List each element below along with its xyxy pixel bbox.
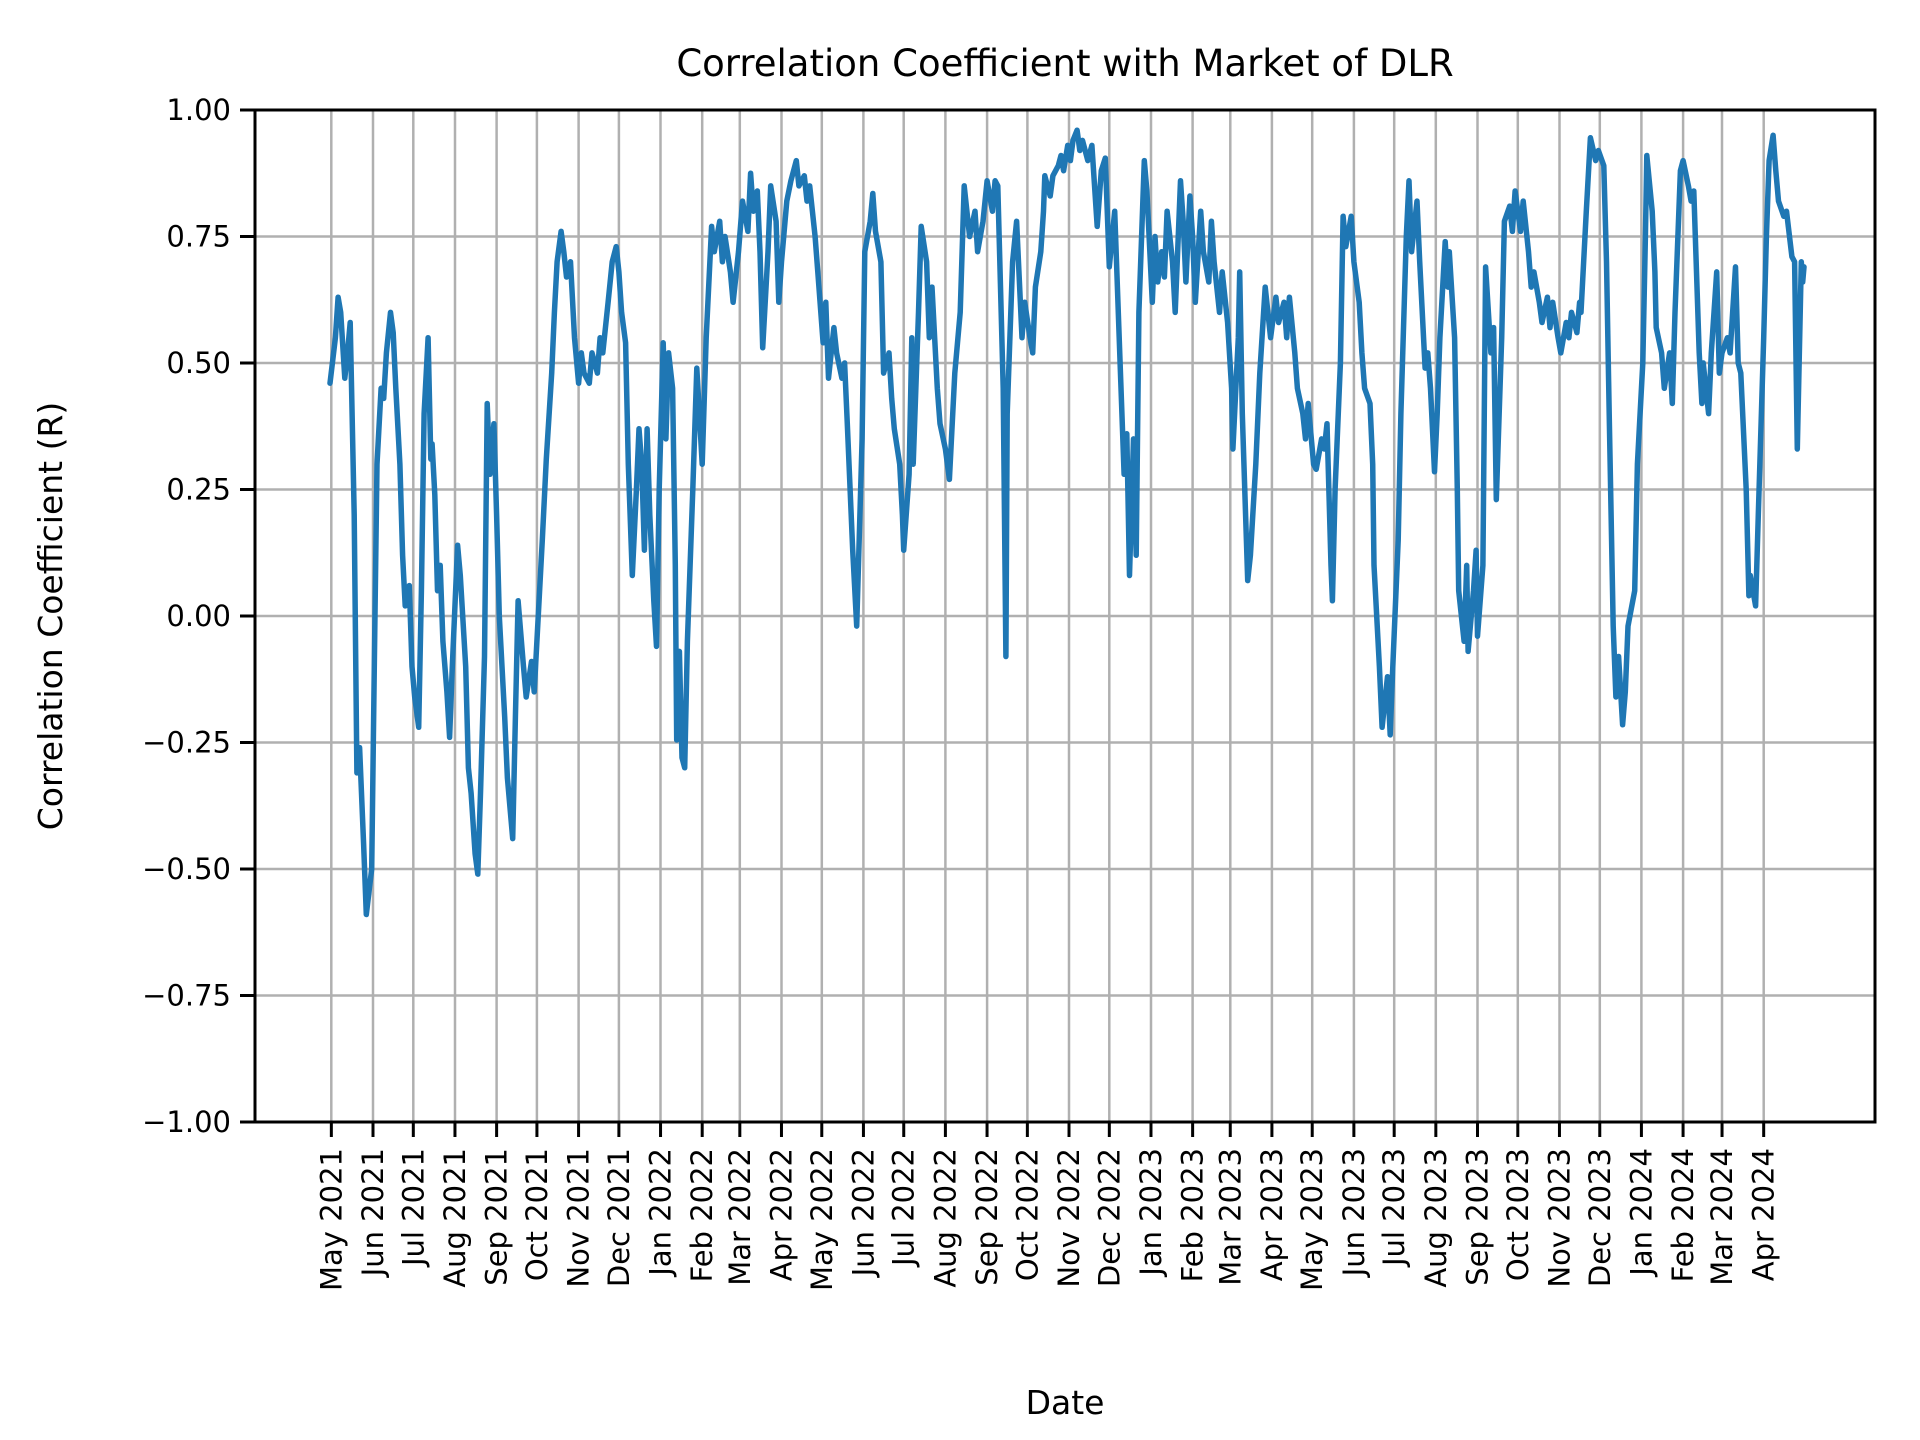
y-tick-label: 0.75 [166, 220, 231, 254]
y-tick-label: −1.00 [142, 1105, 231, 1139]
axis-layer [240, 108, 1877, 1137]
x-tick-label: Dec 2021 [602, 1148, 636, 1287]
x-tick-label: Jan 2024 [1624, 1148, 1658, 1278]
x-tick-label: Jun 2021 [356, 1148, 390, 1278]
x-tick-label: Apr 2024 [1747, 1148, 1781, 1281]
x-tick-label: Apr 2023 [1255, 1148, 1289, 1281]
x-tick-label: Jun 2022 [846, 1148, 880, 1278]
y-tick-label: 0.50 [166, 346, 231, 380]
x-tick-label: Jan 2022 [644, 1148, 678, 1278]
y-tick-label: −0.75 [142, 979, 231, 1013]
x-tick-label: Aug 2022 [928, 1148, 962, 1288]
x-tick-label: Nov 2023 [1543, 1148, 1577, 1288]
y-tick-label: 0.25 [166, 473, 231, 507]
y-axis-title: Correlation Coefficient (R) [31, 402, 70, 831]
x-tick-label: May 2023 [1295, 1148, 1329, 1291]
x-tick-label: Mar 2022 [723, 1148, 757, 1286]
y-tick-label: −0.50 [142, 852, 231, 886]
x-tick-label: Jul 2022 [887, 1148, 921, 1268]
x-tick-label: Oct 2022 [1010, 1148, 1044, 1281]
x-tick-label: Mar 2023 [1213, 1148, 1247, 1286]
x-tick-label: Oct 2021 [520, 1148, 554, 1281]
x-tick-label: May 2022 [805, 1148, 839, 1291]
x-tick-label: May 2021 [314, 1148, 348, 1291]
x-tick-label: Oct 2023 [1501, 1148, 1535, 1281]
y-tick-label: −0.25 [142, 726, 231, 760]
tick-label-layer: May 2021 Jun 2021 Jul 2021 Aug 2021 Sep 2021… [142, 93, 1781, 1291]
x-tick-label: Sep 2021 [480, 1148, 514, 1286]
series-line [327, 127, 1807, 918]
x-tick-label: Sep 2022 [970, 1148, 1004, 1286]
x-tick-label: Dec 2023 [1583, 1148, 1617, 1287]
x-tick-label: Jan 2023 [1134, 1148, 1168, 1278]
x-tick-label: Apr 2022 [765, 1148, 799, 1281]
chart-title: Correlation Coefficient with Market of D… [676, 42, 1453, 85]
x-tick-label: Jul 2023 [1377, 1148, 1411, 1268]
x-tick-label: Feb 2023 [1176, 1148, 1210, 1282]
series-layer [327, 127, 1807, 918]
y-tick-label: 1.00 [166, 93, 231, 127]
y-tick-label: 0.00 [166, 599, 231, 633]
x-tick-label: Nov 2021 [562, 1148, 596, 1288]
x-tick-label: Jul 2021 [396, 1148, 430, 1268]
x-tick-label: Sep 2023 [1461, 1148, 1495, 1286]
x-tick-label: Feb 2022 [685, 1148, 719, 1282]
x-tick-label: Mar 2024 [1705, 1148, 1739, 1286]
x-tick-label: Nov 2022 [1052, 1148, 1086, 1288]
x-tick-label: Aug 2023 [1419, 1148, 1453, 1288]
x-tick-label: Aug 2021 [438, 1148, 472, 1288]
x-tick-label: Jun 2023 [1337, 1148, 1371, 1278]
x-tick-label: Feb 2024 [1666, 1148, 1700, 1282]
x-tick-label: Dec 2022 [1092, 1148, 1126, 1287]
x-axis-title: Date [1026, 1383, 1105, 1422]
